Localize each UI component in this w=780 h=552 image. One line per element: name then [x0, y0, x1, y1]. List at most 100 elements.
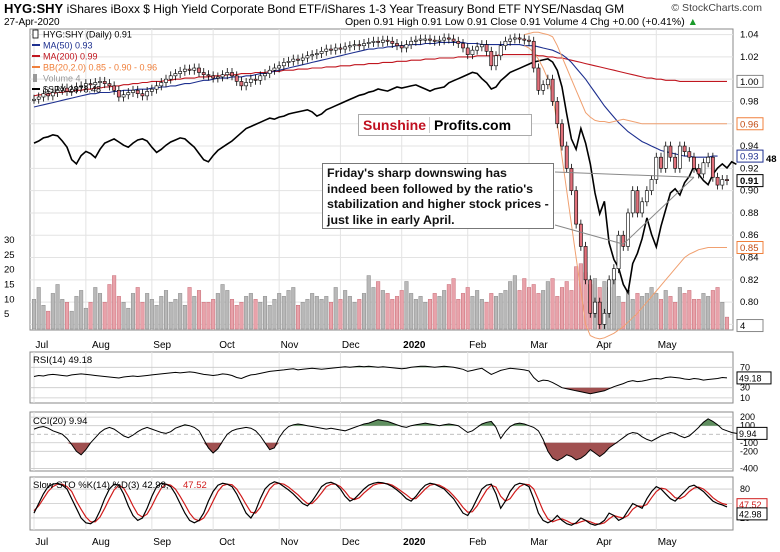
- price-value-label: 0.85: [740, 243, 759, 254]
- price-candle: [475, 46, 480, 51]
- price-candle: [366, 42, 371, 44]
- price-candle: [244, 82, 249, 87]
- logo-part-2: Profits.com: [429, 117, 516, 133]
- price-candle: [258, 75, 263, 81]
- volume-bar: [404, 281, 409, 330]
- legend-swatch: [32, 29, 39, 39]
- price-candle: [597, 301, 602, 325]
- volume-bar: [658, 299, 664, 330]
- ohlc-readout: Open 0.91 High 0.91 Low 0.91 Close 0.91 …: [345, 16, 698, 28]
- volume-bar: [36, 287, 41, 330]
- price-candle: [588, 279, 593, 314]
- price-y-tick-label: 0.88: [740, 208, 759, 219]
- price-candle: [640, 201, 645, 214]
- x-axis-label: 2020: [403, 340, 426, 351]
- price-candle: [451, 38, 456, 42]
- price-candle: [701, 162, 706, 175]
- price-candle: [413, 39, 418, 42]
- volume-bar: [498, 293, 503, 330]
- volume-bar: [654, 293, 659, 330]
- rsi-oversold-fill: [34, 387, 727, 394]
- price-candle: [710, 156, 715, 178]
- price-candle: [696, 168, 701, 175]
- volume-bar: [121, 302, 126, 330]
- volume-bar: [328, 302, 334, 330]
- cci-overbought-fill: [34, 418, 746, 426]
- price-candle: [291, 58, 296, 62]
- volume-bar: [310, 293, 315, 330]
- volume-bar: [423, 302, 428, 330]
- price-candle: [578, 223, 583, 247]
- volume-bar: [724, 316, 730, 330]
- volume-bar: [102, 302, 107, 330]
- price-candle: [583, 246, 588, 281]
- price-candle: [362, 43, 366, 47]
- volume-bar: [663, 290, 668, 330]
- volume-y-tick-label: 25: [4, 250, 15, 261]
- price-candle: [60, 87, 65, 91]
- cci-line: [33, 418, 746, 462]
- price-value-label: 0.96: [740, 119, 759, 130]
- price-candle: [98, 81, 102, 83]
- volume-bar: [644, 293, 649, 330]
- volume-bar: [479, 299, 484, 330]
- price-candle: [253, 78, 258, 81]
- price-candle: [399, 45, 404, 49]
- price-candle: [512, 37, 517, 40]
- price-candle: [687, 151, 692, 158]
- price-candle: [46, 93, 51, 97]
- price-candle: [720, 179, 725, 186]
- volume-bar: [248, 293, 253, 330]
- volume-bar: [112, 275, 117, 330]
- volume-bar: [163, 290, 169, 330]
- volume-bar: [493, 296, 499, 330]
- price-value-label-box: [736, 174, 764, 188]
- x-axis-label-bottom: Sep: [153, 537, 171, 548]
- volume-bar: [517, 290, 522, 330]
- cci-panel-tick-label: -100: [740, 438, 758, 448]
- rsi-value-box: [736, 371, 772, 385]
- price-candle: [65, 87, 69, 92]
- price-candle: [74, 86, 79, 90]
- x-axis-label: Apr: [596, 340, 612, 351]
- price-candle: [380, 39, 385, 43]
- price-candle: [668, 145, 673, 158]
- price-candle: [324, 48, 329, 52]
- volume-bar: [50, 293, 55, 330]
- volume-bar: [706, 296, 711, 330]
- price-value-label-box: [736, 117, 764, 131]
- volume-bar: [559, 287, 565, 330]
- volume-bar: [244, 296, 249, 330]
- price-candle: [545, 78, 550, 86]
- volume-bar: [691, 299, 697, 330]
- volume-bar: [649, 287, 654, 330]
- volume-bar: [673, 302, 678, 330]
- price-candle: [715, 176, 720, 186]
- volume-bar: [427, 299, 433, 330]
- volume-bar: [234, 305, 239, 330]
- price-y-tick-label: 0.94: [740, 141, 759, 152]
- price-candle: [154, 85, 159, 90]
- chart-title: HYG:SHY iShares iBoxx $ High Yield Corpo…: [4, 1, 624, 16]
- price-candle: [178, 71, 183, 74]
- price-candle: [225, 72, 230, 76]
- price-candle: [248, 78, 253, 83]
- sto-title: Slow STO %K(14) %D(3) 42.98,: [33, 480, 169, 491]
- ma200-line: [33, 54, 727, 97]
- volume-bar: [376, 281, 381, 330]
- volume-bar: [168, 302, 173, 330]
- volume-bar: [399, 290, 404, 330]
- price-candle: [550, 78, 555, 102]
- price-candle: [333, 47, 338, 51]
- spx-line: [33, 58, 737, 296]
- price-candle: [630, 190, 635, 214]
- price-candle: [32, 98, 36, 101]
- volume-bar: [640, 296, 645, 330]
- volume-bar: [451, 278, 456, 330]
- volume-bar: [465, 287, 470, 330]
- x-axis-label-bottom: Jul: [35, 537, 48, 548]
- price-candle: [418, 38, 423, 41]
- price-candle: [357, 44, 362, 47]
- sto-k-value-box: [736, 507, 768, 521]
